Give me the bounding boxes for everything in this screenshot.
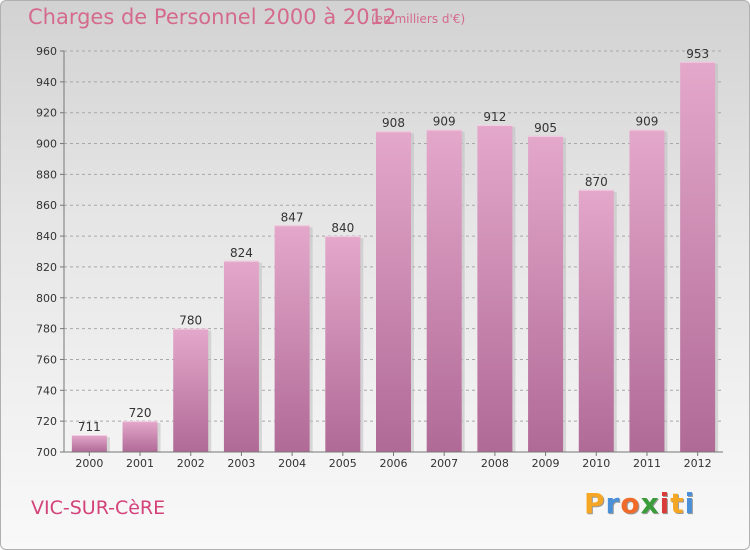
bar-value-label: 840 [331, 221, 354, 235]
x-tick-label: 2007 [430, 457, 458, 470]
bar-value-label: 711 [78, 420, 101, 434]
town-name: VIC-SUR-CèRE [31, 497, 166, 519]
bar [376, 131, 411, 452]
bar-value-label: 870 [585, 175, 608, 189]
bar-value-label: 912 [483, 110, 506, 124]
x-tick-label: 2002 [177, 457, 205, 470]
x-tick-label: 2012 [684, 457, 712, 470]
logo-letter: i [684, 487, 696, 520]
bar [325, 236, 361, 452]
logo-letter: t [670, 487, 685, 520]
bar [71, 435, 107, 452]
y-tick-label: 760 [36, 353, 57, 366]
x-tick-label: 2004 [278, 457, 306, 470]
y-tick-label: 900 [36, 138, 57, 151]
x-tick-label: 2009 [532, 457, 560, 470]
x-tick-label: 2003 [227, 457, 255, 470]
bar [477, 125, 513, 453]
y-tick-label: 880 [36, 168, 57, 181]
bar-value-label: 953 [686, 47, 709, 61]
bar-value-label: 909 [433, 115, 456, 129]
y-tick-label: 920 [36, 107, 57, 120]
y-tick-label: 800 [36, 292, 57, 305]
y-tick-label: 840 [36, 230, 57, 243]
bar [426, 129, 462, 452]
y-tick-label: 820 [36, 261, 57, 274]
logo-letter: x [640, 487, 660, 520]
x-tick-label: 2010 [582, 457, 610, 470]
y-tick-label: 700 [36, 446, 57, 459]
bar-value-label: 720 [129, 406, 152, 420]
bar-value-label: 908 [382, 116, 405, 130]
x-tick-label: 2001 [126, 457, 154, 470]
bar-value-label: 905 [534, 121, 557, 135]
y-tick-label: 740 [36, 384, 57, 397]
bar [173, 328, 209, 452]
x-tick-label: 2006 [380, 457, 408, 470]
bar-value-label: 847 [281, 210, 304, 224]
y-tick-label: 860 [36, 199, 57, 212]
bar [122, 421, 158, 452]
bar [223, 260, 259, 452]
y-tick-label: 720 [36, 415, 57, 428]
bar [629, 129, 665, 452]
logo-letter: P [584, 487, 606, 520]
x-tick-label: 2000 [75, 457, 103, 470]
x-tick-label: 2008 [481, 457, 509, 470]
bar-value-label: 780 [179, 314, 202, 328]
bar-value-label: 824 [230, 246, 253, 260]
bar-value-label: 909 [636, 115, 659, 129]
x-tick-label: 2011 [633, 457, 661, 470]
chart-subtitle: (en milliers d'€) [371, 12, 466, 26]
logo-letter: o [620, 487, 641, 520]
logo-letter: r [605, 487, 621, 520]
bar [578, 189, 614, 453]
x-tick-label: 2005 [329, 457, 357, 470]
bar [680, 61, 716, 453]
chart-title: Charges de Personnel 2000 à 2012 [28, 5, 397, 29]
bar [274, 225, 310, 452]
y-tick-label: 940 [36, 76, 57, 89]
bar [528, 135, 564, 453]
proxiti-logo: Proxiti [584, 487, 695, 520]
y-tick-label: 780 [36, 323, 57, 336]
logo-letter: i [659, 487, 671, 520]
y-tick-label: 960 [36, 45, 57, 58]
